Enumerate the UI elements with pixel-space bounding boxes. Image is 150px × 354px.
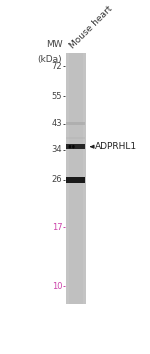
Text: 43: 43 xyxy=(52,119,62,128)
Text: 72: 72 xyxy=(52,62,62,71)
Text: 26: 26 xyxy=(52,175,62,184)
Text: 17: 17 xyxy=(52,223,62,232)
Bar xyxy=(66,53,86,304)
Text: Mouse heart: Mouse heart xyxy=(68,5,114,51)
Ellipse shape xyxy=(72,145,75,148)
Text: 34: 34 xyxy=(52,145,62,154)
Text: 55: 55 xyxy=(52,92,62,101)
Bar xyxy=(66,144,85,149)
Text: MW: MW xyxy=(46,40,62,48)
Text: 10: 10 xyxy=(52,282,62,291)
Text: ADPRHL1: ADPRHL1 xyxy=(95,142,137,151)
Bar xyxy=(69,53,83,304)
Bar xyxy=(66,122,85,125)
Ellipse shape xyxy=(69,145,71,148)
Bar xyxy=(66,177,85,183)
Text: (kDa): (kDa) xyxy=(38,55,62,64)
Bar xyxy=(66,137,85,139)
